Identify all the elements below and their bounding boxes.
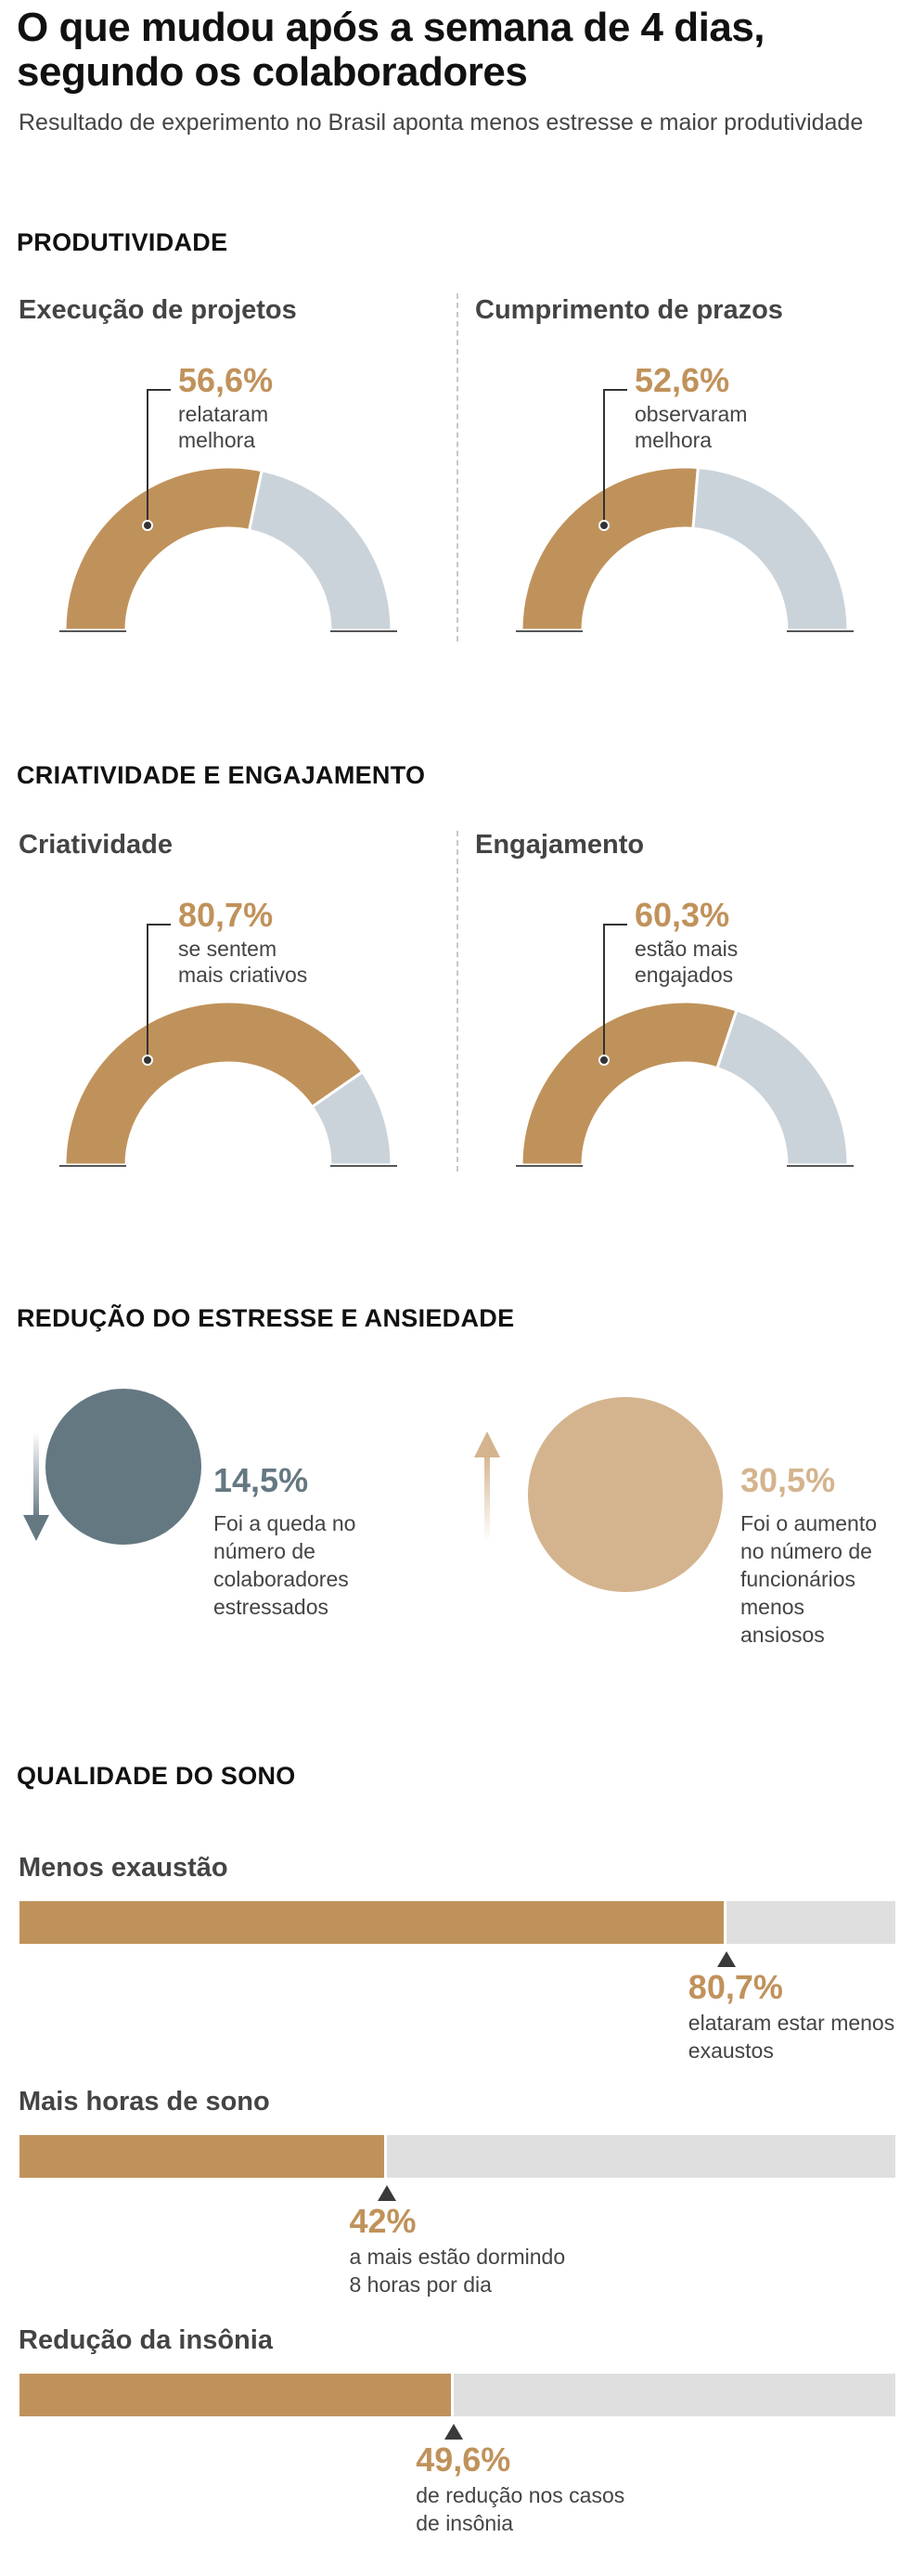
bubble-value: 14,5%: [213, 1461, 309, 1499]
caption-line: engajados: [635, 963, 734, 987]
bar-caption: elataram estar menos exaustos: [688, 2009, 894, 2065]
bar-caption: a mais estão dormindo 8 horas por dia: [349, 2243, 565, 2298]
gauge-value-arc: [520, 1000, 739, 1167]
page-title: O que mudou após a semana de 4 dias, seg…: [17, 6, 765, 95]
caption-line: estressados: [213, 1595, 329, 1619]
caption-line: melhora: [178, 428, 256, 452]
callout-line: [603, 389, 627, 525]
marker-triangle-icon: [444, 2424, 464, 2440]
bubble-caption: Foi a queda no número de colaboradores estr…: [213, 1509, 355, 1621]
gauge-svg: [59, 924, 397, 1167]
caption-line: Foi o aumento: [740, 1511, 878, 1535]
callout-dot: [142, 520, 153, 531]
caption-line: funcionários: [740, 1567, 856, 1591]
caption-line: estão mais: [635, 937, 739, 961]
bubble-circle: [45, 1389, 201, 1545]
bar-fill: [19, 2374, 455, 2416]
arrow-head: [23, 1515, 49, 1541]
caption-line: melhora: [635, 428, 713, 452]
gauge-value-arc: [520, 465, 700, 632]
bar-caption: de redução nos casos de insônia: [416, 2481, 624, 2537]
caption-line: elataram estar menos: [688, 2011, 895, 2035]
arrow-shaft: [33, 1431, 39, 1521]
bar-fill: [19, 1901, 727, 1944]
caption-line: número de: [213, 1539, 315, 1563]
gauge-caption: estão mais engajados: [635, 936, 738, 988]
caption-line: exaustos: [688, 2039, 774, 2063]
gauge-chart: Cumprimento de prazos 52,6% observaram melh…: [456, 295, 913, 648]
arrow-head: [474, 1431, 500, 1457]
bubble-value: 30,5%: [740, 1461, 836, 1499]
gauge-title: Criatividade: [19, 830, 173, 860]
bubble-circle: [528, 1397, 723, 1592]
bar-value: 42%: [349, 2202, 417, 2240]
gauge-remainder-arc: [247, 468, 393, 632]
gauge-chart: Execução de projetos 56,6% relataram melhor…: [0, 295, 456, 648]
caption-line: se sentem: [178, 937, 277, 961]
caption-line: de insônia: [416, 2511, 514, 2535]
gauge-value-arc: [63, 1000, 365, 1167]
gauge-caption: observaram melhora: [635, 401, 747, 453]
callout-dot: [598, 520, 610, 531]
divider: [456, 831, 458, 1171]
section-title-creativity: CRIATIVIDADE E ENGAJAMENTO: [17, 761, 426, 789]
bar-track: [19, 2135, 895, 2178]
caption-line: mais criativos: [178, 963, 308, 987]
caption-line: 8 horas por dia: [349, 2272, 492, 2297]
title-line-1: O que mudou após a semana de 4 dias,: [17, 5, 765, 50]
gauge-value: 60,3%: [635, 896, 730, 934]
callout-dot: [598, 1055, 610, 1066]
caption-line: ansiosos: [740, 1623, 825, 1647]
section-title-sleep: QUALIDADE DO SONO: [17, 1762, 296, 1790]
caption-line: menos: [740, 1595, 805, 1619]
gauge-svg: [59, 389, 397, 632]
caption-line: observaram: [635, 402, 748, 426]
gauge-remainder-arc: [691, 465, 850, 632]
gauge-value: 56,6%: [178, 361, 274, 399]
caption-line: a mais estão dormindo: [349, 2245, 566, 2269]
gauge-svg: [516, 924, 854, 1167]
bar-track: [19, 1901, 895, 1944]
gauge-title: Cumprimento de prazos: [475, 295, 783, 325]
marker-triangle-icon: [716, 1951, 736, 1967]
arrow-shaft: [484, 1452, 490, 1541]
callout-line: [147, 389, 171, 525]
section-title-productivity: PRODUTIVIDADE: [17, 228, 228, 256]
caption-line: no número de: [740, 1539, 872, 1563]
caption-line: Foi a queda no: [213, 1511, 356, 1535]
gauge-title: Execução de projetos: [19, 295, 297, 325]
bar-track: [19, 2374, 895, 2416]
bar-value: 49,6%: [416, 2440, 511, 2479]
divider: [456, 293, 458, 641]
gauge-chart: Criatividade 80,7% se sentem mais criativos: [0, 830, 456, 1183]
section-title-stress: REDUÇÃO DO ESTRESSE E ANSIEDADE: [17, 1304, 515, 1332]
gauge-title: Engajamento: [475, 830, 645, 860]
bar-title: Redução da insônia: [19, 2325, 273, 2355]
marker-triangle-icon: [378, 2185, 397, 2201]
gauge-svg: [516, 389, 854, 632]
arrow-down-icon: [23, 1431, 49, 1541]
gauge-value: 52,6%: [635, 361, 730, 399]
callout-dot: [142, 1055, 153, 1066]
title-line-2: segundo os colaboradores: [17, 49, 528, 95]
bar-title: Menos exaustão: [19, 1853, 228, 1883]
gauge-remainder-arc: [715, 1008, 850, 1167]
callout-line: [147, 924, 171, 1060]
caption-line: relataram: [178, 402, 269, 426]
gauge-value-arc: [63, 465, 264, 632]
bar-value: 80,7%: [688, 1968, 783, 2006]
gauge-value: 80,7%: [178, 896, 274, 934]
bar-title: Mais horas de sono: [19, 2087, 270, 2116]
gauge-caption: se sentem mais criativos: [178, 936, 307, 988]
gauge-chart: Engajamento 60,3% estão mais engajados: [456, 830, 913, 1183]
caption-line: colaboradores: [213, 1567, 349, 1591]
bubble-caption: Foi o aumento no número de funcionários men…: [740, 1509, 877, 1649]
caption-line: de redução nos casos: [416, 2483, 625, 2507]
arrow-up-icon: [474, 1431, 500, 1541]
gauge-caption: relataram melhora: [178, 401, 268, 453]
page-subtitle: Resultado de experimento no Brasil apont…: [19, 110, 864, 136]
bar-fill: [19, 2135, 388, 2178]
callout-line: [603, 924, 627, 1060]
